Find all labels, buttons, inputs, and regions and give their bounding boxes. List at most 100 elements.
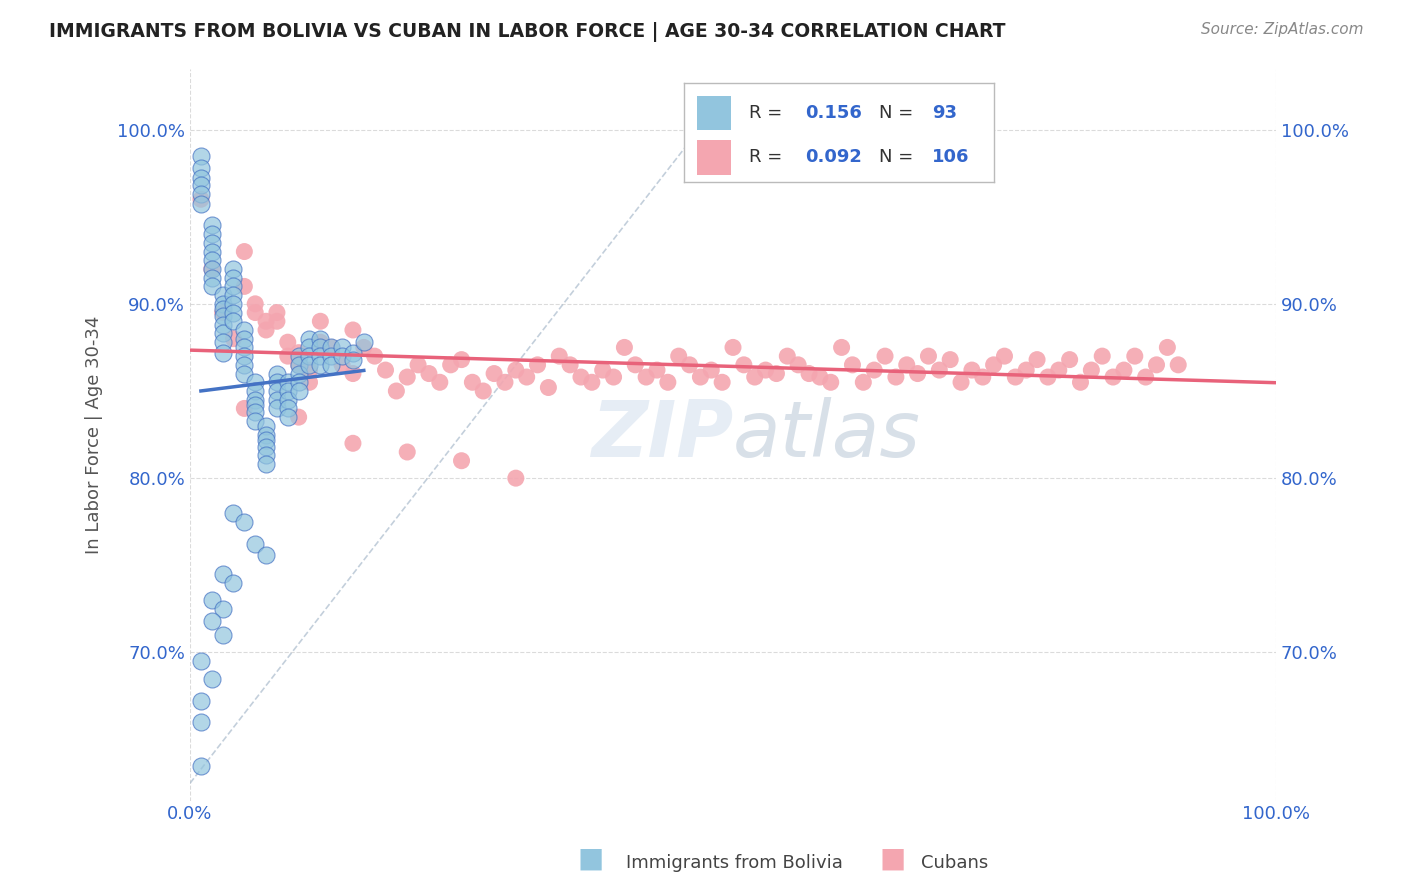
Point — [429, 376, 451, 390]
Point — [245, 384, 267, 398]
Point — [342, 345, 364, 359]
Point — [222, 297, 245, 311]
Point — [222, 270, 245, 285]
Point — [558, 358, 581, 372]
Point — [222, 262, 245, 277]
Point — [1102, 370, 1125, 384]
Point — [505, 471, 527, 485]
Point — [298, 363, 321, 377]
Point — [298, 349, 321, 363]
Text: atlas: atlas — [733, 397, 921, 473]
Point — [222, 288, 245, 302]
Point — [245, 376, 267, 390]
Point — [494, 376, 516, 390]
Point — [1026, 352, 1049, 367]
Point — [353, 340, 375, 354]
Point — [721, 340, 744, 354]
Point — [309, 314, 332, 328]
Point — [201, 262, 224, 277]
Point — [277, 410, 299, 425]
Point — [287, 367, 309, 381]
Point — [787, 358, 810, 372]
Point — [678, 358, 700, 372]
Point — [233, 515, 256, 529]
Point — [233, 332, 256, 346]
Point — [602, 370, 624, 384]
Point — [233, 358, 256, 372]
Point — [190, 178, 212, 193]
Point — [613, 340, 636, 354]
Point — [190, 171, 212, 186]
Point — [733, 358, 755, 372]
Point — [190, 715, 212, 730]
Point — [201, 262, 224, 277]
Point — [363, 349, 385, 363]
Point — [190, 694, 212, 708]
Point — [776, 349, 799, 363]
Point — [254, 440, 277, 454]
Point — [321, 340, 343, 354]
Text: ■: ■ — [578, 845, 603, 872]
Point — [917, 349, 939, 363]
Point — [266, 384, 288, 398]
Point — [211, 318, 233, 332]
Point — [309, 335, 332, 350]
Point — [233, 340, 256, 354]
Point — [700, 363, 723, 377]
Point — [461, 376, 484, 390]
Point — [233, 244, 256, 259]
Point — [277, 349, 299, 363]
Point — [233, 401, 256, 416]
Point — [863, 363, 886, 377]
Point — [254, 323, 277, 337]
Point — [190, 192, 212, 206]
Point — [1059, 352, 1081, 367]
Point — [321, 349, 343, 363]
Point — [526, 358, 548, 372]
Point — [1156, 340, 1178, 354]
Text: ZIP: ZIP — [591, 397, 733, 473]
Point — [211, 602, 233, 616]
Y-axis label: In Labor Force | Age 30-34: In Labor Force | Age 30-34 — [86, 316, 103, 554]
Point — [254, 427, 277, 442]
Point — [287, 345, 309, 359]
Point — [1069, 376, 1091, 390]
Point — [222, 314, 245, 328]
Point — [1123, 349, 1146, 363]
Point — [254, 433, 277, 447]
Point — [190, 187, 212, 202]
Point — [201, 227, 224, 241]
Point — [884, 370, 907, 384]
Point — [266, 367, 288, 381]
Point — [1047, 363, 1070, 377]
Point — [1091, 349, 1114, 363]
Point — [309, 358, 332, 372]
Point — [645, 363, 668, 377]
Point — [266, 392, 288, 407]
Point — [765, 367, 787, 381]
Point — [960, 363, 983, 377]
Point — [808, 370, 831, 384]
Point — [831, 340, 853, 354]
Point — [841, 358, 863, 372]
Point — [266, 314, 288, 328]
Point — [928, 363, 950, 377]
Point — [254, 418, 277, 433]
Point — [211, 301, 233, 316]
Point — [309, 332, 332, 346]
Point — [266, 376, 288, 390]
Point — [211, 305, 233, 319]
Point — [797, 367, 820, 381]
Point — [624, 358, 647, 372]
Point — [744, 370, 766, 384]
Point — [254, 548, 277, 562]
Point — [330, 358, 353, 372]
Point — [983, 358, 1005, 372]
Point — [321, 358, 343, 372]
Point — [950, 376, 973, 390]
Point — [222, 575, 245, 590]
Text: Source: ZipAtlas.com: Source: ZipAtlas.com — [1201, 22, 1364, 37]
Point — [309, 349, 332, 363]
Point — [374, 363, 396, 377]
Point — [233, 349, 256, 363]
